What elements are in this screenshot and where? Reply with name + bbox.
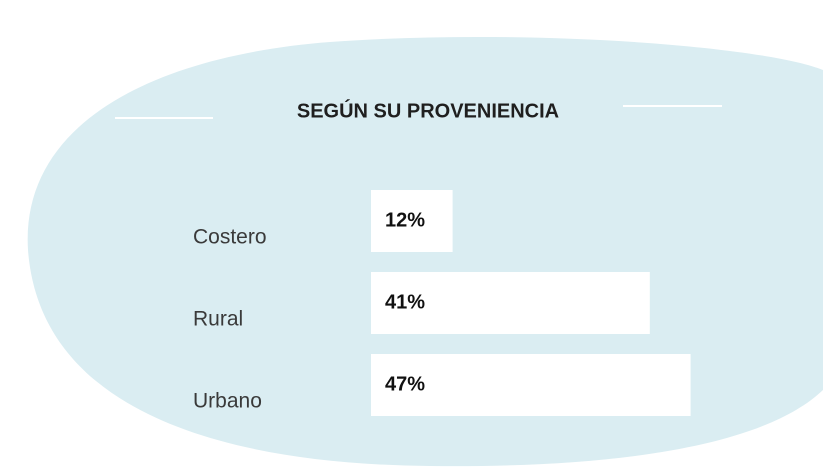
bar	[371, 354, 691, 416]
bar	[371, 272, 650, 334]
chart-title: SEGÚN SU PROVENIENCIA	[297, 98, 559, 122]
bar	[371, 190, 453, 252]
category-label: Urbano	[193, 390, 262, 413]
value-label: 12%	[385, 209, 425, 231]
category-label: Costero	[193, 226, 267, 249]
value-label: 47%	[385, 373, 425, 395]
value-label: 41%	[385, 291, 425, 313]
category-label: Rural	[193, 308, 243, 331]
